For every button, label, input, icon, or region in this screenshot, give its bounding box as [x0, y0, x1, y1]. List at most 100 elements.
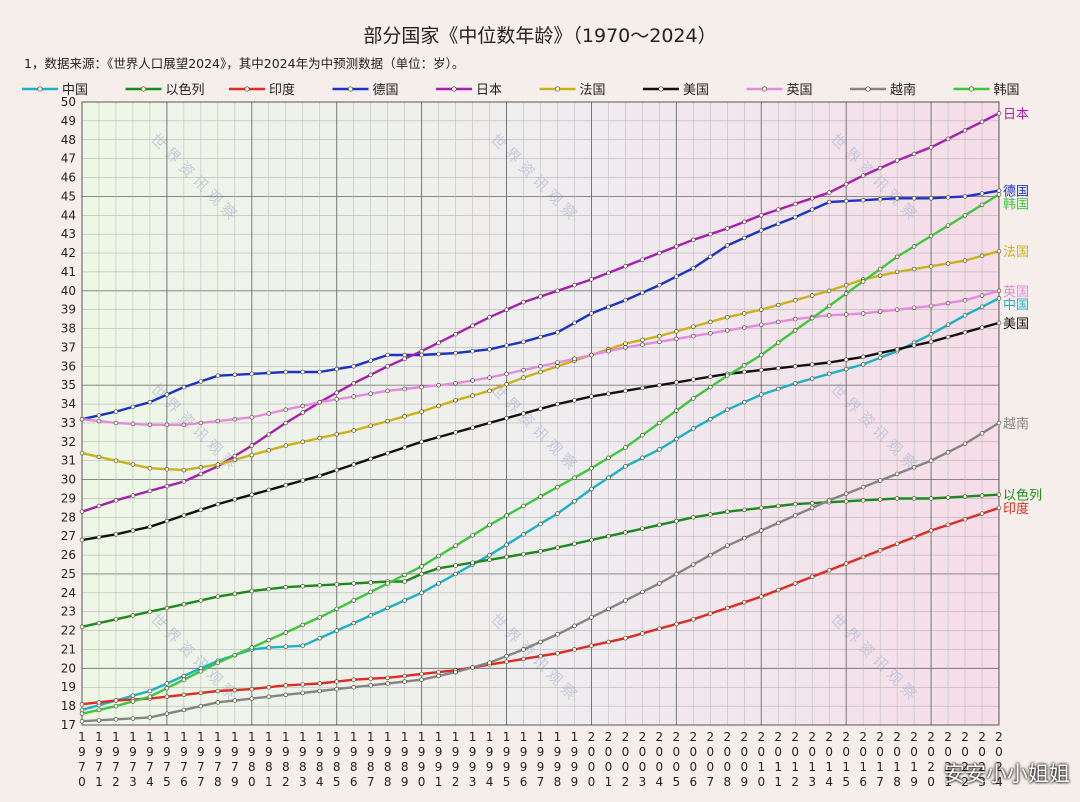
data-point — [555, 632, 560, 637]
data-point — [385, 418, 390, 424]
y-tick-label: 26 — [61, 548, 76, 562]
data-point — [419, 677, 424, 682]
data-point — [130, 421, 136, 427]
data-point — [674, 436, 679, 442]
data-point — [843, 291, 849, 296]
legend-marker — [554, 86, 560, 92]
data-point — [351, 598, 356, 603]
data-point — [198, 420, 204, 426]
y-tick-label: 42 — [61, 246, 76, 260]
data-point — [419, 590, 424, 596]
data-point — [759, 228, 764, 233]
data-point — [96, 620, 102, 626]
data-point — [589, 394, 594, 399]
data-point — [130, 699, 136, 704]
data-point — [385, 681, 390, 686]
data-point — [928, 339, 934, 344]
data-point — [402, 445, 407, 450]
data-point — [911, 343, 917, 348]
data-point — [402, 673, 407, 679]
data-point — [334, 628, 339, 633]
data-point — [708, 611, 713, 616]
data-point — [911, 151, 917, 157]
data-point — [826, 371, 832, 377]
data-point — [283, 630, 288, 635]
data-point — [232, 591, 238, 596]
data-point — [215, 660, 221, 665]
data-point — [996, 188, 1002, 193]
data-point — [300, 403, 305, 409]
data-point — [266, 685, 271, 690]
legend-marker — [141, 86, 147, 92]
data-point — [996, 320, 1002, 326]
data-point — [572, 398, 577, 403]
y-tick-label: 31 — [61, 454, 76, 468]
y-tick-label: 29 — [61, 491, 76, 505]
data-point — [640, 526, 645, 531]
data-point — [436, 403, 441, 409]
data-point — [368, 358, 373, 363]
data-point — [215, 462, 221, 467]
data-point — [453, 563, 458, 568]
data-point — [198, 471, 204, 477]
data-point — [351, 428, 356, 433]
data-point — [793, 328, 798, 333]
data-point — [894, 541, 900, 546]
y-tick-label: 19 — [61, 680, 76, 694]
data-point — [945, 495, 951, 500]
data-point — [589, 486, 594, 492]
data-point — [317, 688, 322, 694]
data-point — [487, 375, 492, 380]
data-point — [419, 439, 424, 445]
data-point — [113, 703, 119, 709]
legend-marker — [451, 86, 457, 92]
data-point — [996, 296, 1002, 301]
data-point — [266, 370, 271, 376]
data-point — [368, 676, 373, 681]
data-point — [674, 408, 679, 413]
x-axis: 1 9 7 0 1 9 7 1 1 9 7 2 1 9 7 3 1 9 7 4 1 9 7 5 1 9 7 6 1 9 7 7 1 9 7 8 1 9 7 9… — [78, 730, 1003, 789]
data-point — [249, 492, 255, 497]
legend-label: 韩国 — [994, 83, 1020, 98]
data-point — [674, 380, 679, 385]
data-point — [877, 197, 883, 202]
series-越南 — [79, 420, 1002, 724]
data-point — [843, 282, 849, 288]
data-point — [674, 518, 679, 524]
data-point — [300, 682, 305, 687]
data-point — [860, 484, 866, 490]
data-point — [453, 381, 458, 386]
data-point — [130, 693, 136, 698]
data-point — [164, 694, 170, 699]
y-tick-label: 27 — [61, 529, 76, 543]
data-point — [198, 507, 204, 512]
data-point — [640, 433, 645, 438]
data-point — [725, 328, 730, 333]
data-point — [996, 192, 1002, 197]
data-point — [979, 202, 985, 208]
data-point — [945, 195, 951, 200]
data-point — [810, 505, 815, 511]
data-point — [877, 165, 883, 171]
data-point — [181, 673, 187, 679]
data-point — [810, 376, 815, 381]
data-point — [606, 475, 611, 480]
data-point — [300, 690, 305, 696]
data-point — [147, 466, 153, 471]
data-point — [164, 483, 170, 489]
data-point — [402, 598, 407, 603]
data-point — [266, 448, 271, 453]
data-point — [759, 594, 764, 599]
data-point — [283, 644, 288, 649]
data-point — [147, 694, 153, 699]
data-point — [249, 415, 255, 420]
data-point — [283, 420, 288, 426]
data-point — [487, 522, 492, 528]
series-德国 — [79, 188, 1002, 422]
